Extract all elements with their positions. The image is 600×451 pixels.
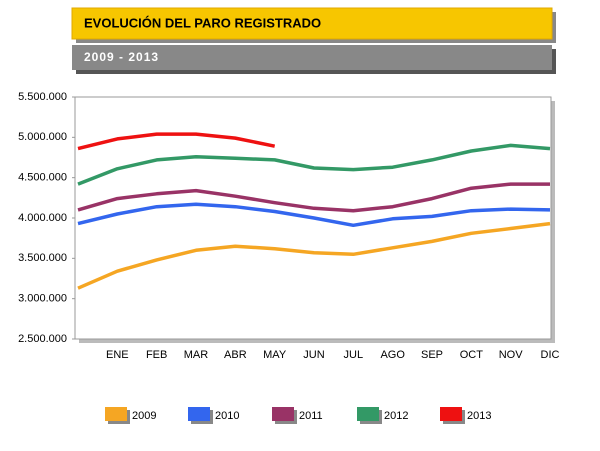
- y-tick-label: 3.500.000: [18, 252, 67, 264]
- x-tick-label: NOV: [499, 349, 524, 361]
- y-tick-label: 4.500.000: [18, 172, 67, 184]
- series-line: [77, 182, 550, 213]
- y-tick-label: 3.000.000: [18, 293, 67, 305]
- legend-swatch: [188, 407, 210, 421]
- x-tick-label: JUL: [344, 349, 364, 361]
- x-tick-label: MAR: [184, 349, 209, 361]
- legend-label: 2009: [132, 410, 156, 422]
- y-tick-label: 2.500.000: [18, 333, 67, 345]
- series-line: [77, 132, 276, 151]
- legend-swatch: [272, 407, 294, 421]
- x-tick-label: SEP: [421, 349, 443, 361]
- y-tick-label: 5.500.000: [18, 91, 67, 103]
- series-line: [77, 221, 551, 290]
- subtitle-bar: [72, 45, 552, 70]
- legend-swatch: [440, 407, 462, 421]
- legend-label: 2011: [299, 410, 323, 422]
- x-tick-label: JUN: [303, 349, 324, 361]
- legend-swatch: [357, 407, 379, 421]
- x-tick-label: DIC: [541, 349, 560, 361]
- legend-swatch: [105, 407, 127, 421]
- chart-subtitle: 2009 - 2013: [84, 50, 159, 64]
- y-tick-label: 4.000.000: [18, 212, 67, 224]
- x-tick-label: OCT: [460, 349, 484, 361]
- chart-title: EVOLUCIÓN DEL PARO REGISTRADO: [84, 15, 321, 30]
- x-tick-label: MAY: [263, 349, 287, 361]
- legend-label: 2013: [467, 410, 491, 422]
- x-tick-label: AGO: [380, 349, 405, 361]
- y-tick-label: 5.000.000: [18, 131, 67, 143]
- x-tick-label: ABR: [224, 349, 247, 361]
- title-bar: [71, 7, 553, 40]
- series-line: [77, 202, 551, 228]
- legend-label: 2010: [215, 410, 239, 422]
- series-line: [77, 143, 551, 186]
- x-tick-label: FEB: [146, 349, 167, 361]
- x-tick-label: ENE: [106, 349, 129, 361]
- legend-label: 2012: [384, 410, 408, 422]
